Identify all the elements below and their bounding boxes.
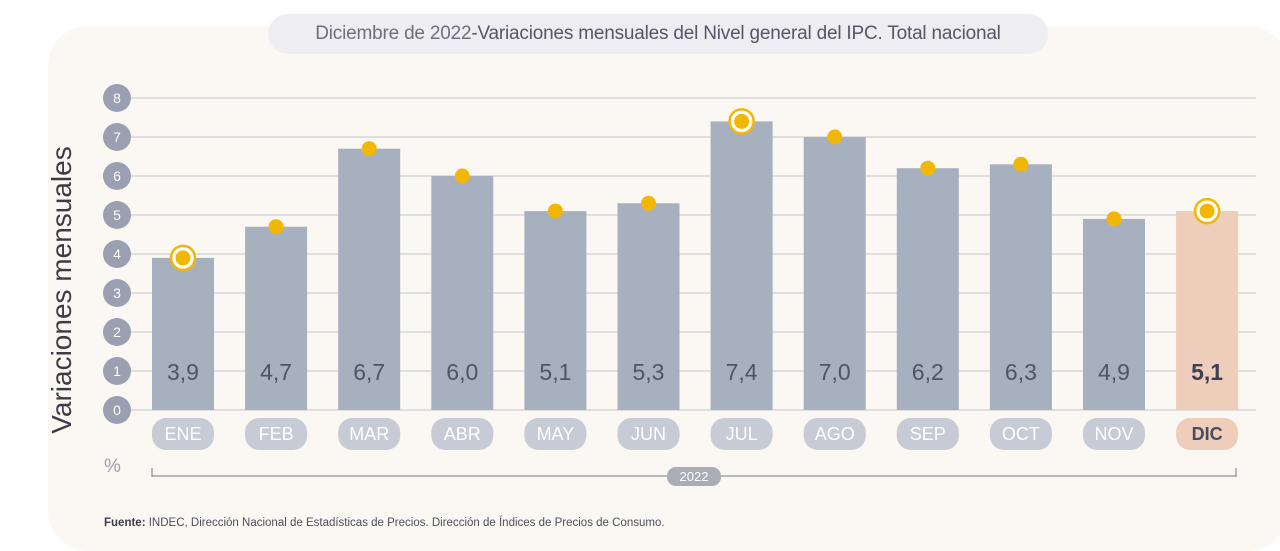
source-note: Fuente: INDEC, Dirección Nacional de Est…	[104, 517, 665, 529]
bar	[617, 203, 680, 410]
marker-dot	[827, 129, 843, 145]
data-label: 7,4	[726, 359, 758, 385]
data-label: 5,3	[633, 359, 665, 385]
y-axis-unit: %	[104, 456, 121, 477]
bar	[989, 164, 1052, 410]
category-pill	[524, 418, 587, 450]
bar	[338, 148, 401, 410]
source-text: INDEC, Dirección Nacional de Estadística…	[145, 517, 665, 529]
chart-title: Diciembre de 2022 - Variaciones mensuale…	[268, 14, 1048, 54]
bar	[245, 226, 308, 410]
marker-dot	[175, 250, 191, 266]
y-tick-label: 2	[113, 324, 121, 340]
data-label: 3,9	[167, 359, 199, 385]
x-tick-label: MAY	[537, 424, 575, 444]
year-pill	[667, 467, 721, 486]
title-main: Variaciones mensuales del Nivel general …	[477, 23, 1001, 44]
x-tick-label: AGO	[815, 424, 855, 444]
y-tick-label: 4	[113, 246, 121, 262]
data-label: 6,7	[353, 359, 385, 385]
data-label: 4,9	[1098, 359, 1130, 385]
x-tick-label: ENE	[164, 424, 201, 444]
data-label: 5,1	[1191, 359, 1223, 385]
data-label: 4,7	[260, 359, 292, 385]
bar	[710, 121, 773, 411]
marker-dot	[641, 195, 656, 211]
y-tick-label: 0	[113, 402, 121, 418]
x-tick-label: FEB	[259, 424, 294, 444]
bar	[152, 257, 214, 410]
marker-dot	[1199, 203, 1215, 219]
x-tick-label: SEP	[910, 424, 946, 444]
bar	[896, 168, 959, 410]
marker-dot	[547, 203, 563, 219]
data-label: 5,1	[539, 359, 571, 385]
y-tick-circle	[103, 396, 131, 424]
title-date: Diciembre de 2022	[315, 23, 472, 44]
bar	[803, 137, 866, 410]
year-label: 2022	[680, 469, 709, 484]
category-pill	[245, 418, 308, 450]
category-pill	[1083, 418, 1145, 450]
category-pill	[617, 418, 680, 450]
category-pill	[896, 418, 959, 450]
bar	[1176, 211, 1239, 410]
category-pill	[1176, 418, 1239, 450]
bar	[431, 176, 494, 410]
title-separator: -	[471, 23, 478, 44]
y-tick-circle	[103, 318, 131, 346]
category-pill	[152, 418, 214, 450]
y-tick-label: 1	[113, 363, 121, 379]
marker-dot	[454, 168, 470, 184]
data-label: 6,0	[446, 359, 478, 385]
category-pill	[803, 418, 866, 450]
marker-dot	[1013, 156, 1029, 172]
y-tick-circle	[103, 123, 131, 151]
category-pill	[989, 418, 1052, 450]
marker-dot	[920, 160, 936, 176]
y-tick-circle	[103, 279, 131, 307]
y-tick-circle	[103, 84, 131, 112]
y-tick-circle	[103, 357, 131, 385]
data-label: 7,0	[819, 359, 851, 385]
marker-dot	[361, 141, 377, 157]
bar	[1083, 218, 1145, 410]
bar	[524, 211, 587, 410]
data-label: 6,3	[1005, 359, 1037, 385]
marker-dot	[268, 219, 284, 235]
y-tick-label: 7	[113, 129, 121, 145]
category-pill	[710, 418, 773, 450]
category-pill	[431, 418, 494, 450]
y-tick-circle	[103, 240, 131, 268]
category-pill	[338, 418, 401, 450]
x-tick-label: OCT	[1002, 424, 1040, 444]
marker-dot	[734, 113, 750, 129]
x-tick-label: MAR	[349, 424, 389, 444]
x-tick-label: JUN	[631, 424, 666, 444]
y-tick-label: 5	[113, 207, 121, 223]
data-label: 6,2	[912, 359, 944, 385]
y-tick-circle	[103, 162, 131, 190]
x-tick-label: DIC	[1192, 424, 1223, 444]
source-label: Fuente:	[104, 517, 146, 529]
x-tick-label: JUL	[726, 424, 758, 444]
y-tick-label: 6	[113, 168, 121, 184]
marker-dot	[1106, 211, 1122, 227]
y-tick-label: 8	[113, 90, 121, 106]
y-tick-circle	[103, 201, 131, 229]
x-tick-label: NOV	[1094, 424, 1133, 444]
y-tick-label: 3	[113, 285, 121, 301]
x-tick-label: ABR	[444, 424, 481, 444]
